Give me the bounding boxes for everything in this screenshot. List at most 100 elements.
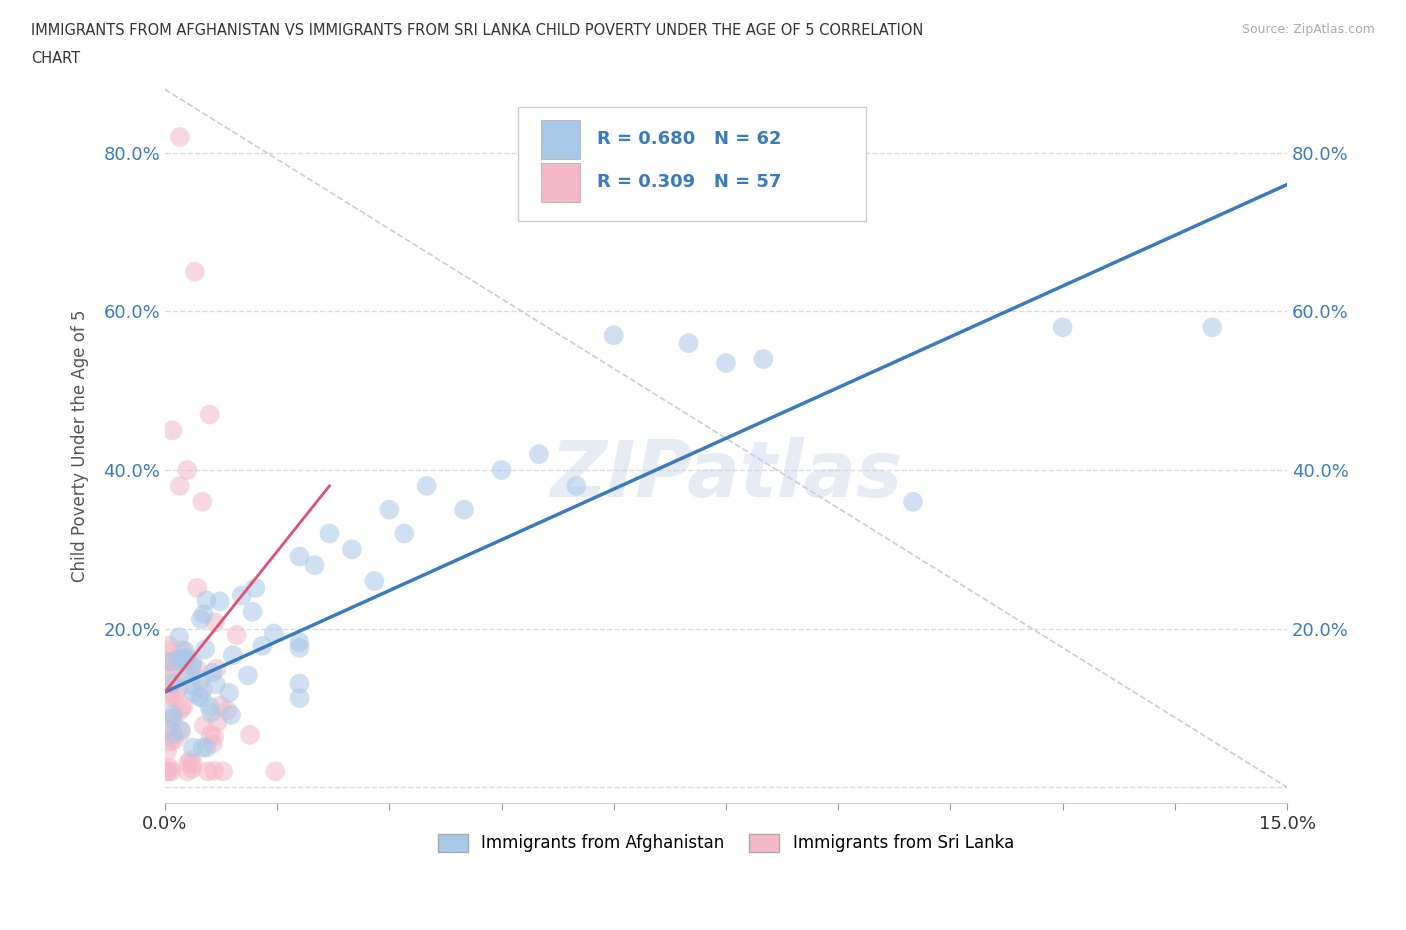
Point — [200, 706, 222, 721]
Point — [169, 478, 191, 493]
Point — [198, 699, 221, 714]
Text: Source: ZipAtlas.com: Source: ZipAtlas.com — [1241, 23, 1375, 36]
Point — [181, 761, 204, 776]
Point — [181, 658, 204, 673]
Point — [159, 761, 181, 776]
Point — [156, 764, 179, 778]
Point — [191, 682, 214, 697]
Point — [202, 764, 225, 778]
Point — [172, 698, 194, 713]
Point — [242, 604, 264, 619]
Y-axis label: Child Poverty Under the Age of 5: Child Poverty Under the Age of 5 — [72, 310, 89, 582]
Point — [172, 643, 194, 658]
Point — [167, 652, 190, 667]
Point — [204, 677, 226, 692]
Point — [225, 628, 247, 643]
Point — [288, 635, 311, 650]
Point — [1201, 320, 1223, 335]
Point — [190, 612, 212, 627]
Point — [222, 647, 245, 662]
Point — [156, 744, 179, 759]
Point — [162, 423, 184, 438]
Point — [209, 698, 232, 713]
Point — [288, 691, 311, 706]
Point — [162, 730, 184, 745]
Point — [173, 668, 195, 683]
Point — [174, 644, 197, 658]
Text: ZIPatlas: ZIPatlas — [550, 437, 903, 512]
Bar — [541, 120, 581, 159]
Point — [177, 666, 200, 681]
Point — [156, 711, 179, 726]
Point — [603, 327, 626, 342]
Point — [752, 352, 775, 366]
Point — [159, 734, 181, 749]
Point — [527, 446, 550, 461]
Point — [173, 651, 195, 666]
Point — [363, 574, 385, 589]
Point — [208, 594, 231, 609]
Point — [162, 726, 184, 741]
Point — [184, 264, 207, 279]
Point — [263, 626, 285, 641]
FancyBboxPatch shape — [519, 107, 866, 221]
Point — [170, 701, 193, 716]
Point — [288, 676, 311, 691]
Point — [318, 526, 340, 541]
Point — [453, 502, 475, 517]
Point — [190, 690, 212, 705]
Point — [219, 708, 242, 723]
Point — [181, 756, 204, 771]
Point — [170, 724, 193, 738]
Point — [162, 661, 184, 676]
Point — [156, 669, 179, 684]
Point — [565, 478, 588, 493]
Text: CHART: CHART — [31, 51, 80, 66]
Point — [901, 495, 924, 510]
Point — [204, 615, 226, 630]
Point — [181, 655, 204, 670]
Point — [239, 727, 262, 742]
Point — [191, 740, 214, 755]
Point — [156, 643, 179, 658]
Point — [191, 495, 214, 510]
Point — [159, 654, 181, 669]
Point — [162, 707, 184, 722]
Point — [176, 764, 198, 778]
Point — [157, 638, 180, 653]
Point — [288, 549, 311, 564]
Point — [176, 651, 198, 666]
Point — [264, 764, 287, 778]
Point — [159, 676, 181, 691]
Point — [415, 478, 437, 493]
Bar — [541, 163, 581, 202]
Text: R = 0.309   N = 57: R = 0.309 N = 57 — [598, 173, 782, 192]
Point — [163, 687, 186, 702]
Point — [187, 663, 209, 678]
Point — [200, 727, 222, 742]
Point — [491, 462, 513, 477]
Point — [205, 661, 228, 676]
Point — [378, 502, 401, 517]
Point — [157, 764, 180, 778]
Point — [252, 638, 274, 653]
Point — [162, 676, 184, 691]
Point — [340, 542, 363, 557]
Point — [190, 672, 212, 687]
Point — [159, 688, 181, 703]
Point — [304, 558, 326, 573]
Point — [236, 668, 259, 683]
Point — [198, 407, 221, 422]
Point — [202, 729, 225, 744]
Point — [167, 704, 190, 719]
Point — [1052, 320, 1074, 335]
Point — [160, 764, 183, 778]
Point — [162, 711, 184, 726]
Point — [177, 756, 200, 771]
Point — [169, 129, 191, 144]
Point — [218, 685, 240, 700]
Point — [195, 593, 218, 608]
Point — [186, 580, 208, 595]
Text: R = 0.680   N = 62: R = 0.680 N = 62 — [598, 130, 782, 149]
Point — [167, 630, 190, 644]
